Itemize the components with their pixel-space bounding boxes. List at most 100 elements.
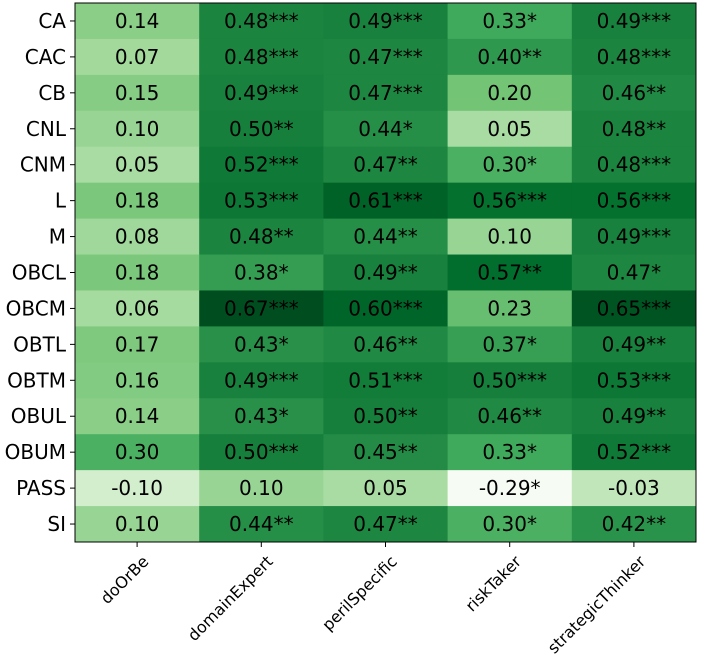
heatmap-cell-OBCL-riskTaker	[447, 254, 573, 291]
heatmap-cell-OBCM-perilSpecific	[323, 290, 449, 327]
heatmap-cell-CNL-riskTaker	[447, 110, 573, 148]
heatmap-cell-L-doOrBe	[75, 182, 200, 220]
x-tick-label-strategicThinker: strategicThinker	[544, 552, 650, 654]
cell-label-CA-domainExpert: 0.48***	[224, 9, 299, 33]
heatmap-cell-OBCL-doOrBe	[75, 254, 200, 291]
heatmap-cell-M-riskTaker	[447, 218, 573, 256]
cell-label-OBUM-strategicThinker: 0.52***	[597, 440, 672, 464]
heatmap-cell-CB-perilSpecific	[323, 74, 449, 112]
cell-label-OBTM-perilSpecific: 0.51***	[348, 368, 423, 392]
heatmap-cell-OBUM-perilSpecific	[323, 434, 449, 471]
cell-label-OBTL-domainExpert: 0.43*	[234, 332, 289, 356]
y-tick-label-OBCM: OBCM	[6, 296, 66, 320]
y-axis: CA CAC CB CNL CNM LM OBCL OBCM OBTL OBTM OBUL OBUM P…	[5, 9, 75, 536]
y-tick-label-OBUM: OBUM	[5, 440, 66, 464]
cell-label-OBCL-doOrBe: 0.18	[115, 261, 160, 285]
cell-label-OBCM-domainExpert: 0.67***	[224, 296, 299, 320]
heatmap-cell-OBTM-perilSpecific	[323, 362, 449, 399]
cell-label-OBTM-riskTaker: 0.50***	[472, 368, 547, 392]
cell-label-L-perilSpecific: 0.61***	[348, 189, 423, 213]
cell-label-OBTM-doOrBe: 0.16	[115, 368, 160, 392]
cell-label-L-doOrBe: 0.18	[115, 189, 160, 213]
cell-label-PASS-doOrBe: -0.10	[111, 476, 163, 500]
cell-label-CNM-domainExpert: 0.52***	[224, 153, 299, 177]
heatmap-cell-OBUM-doOrBe	[75, 434, 200, 471]
heatmap-cell-CAC-perilSpecific	[323, 38, 449, 76]
cell-label-OBTM-strategicThinker: 0.53***	[597, 368, 672, 392]
heatmap-cell-OBUM-domainExpert	[199, 434, 324, 471]
heatmap-cell-M-domainExpert	[199, 218, 324, 256]
cell-label-CA-strategicThinker: 0.49***	[597, 9, 672, 33]
y-tick-label-PASS: PASS	[16, 476, 66, 500]
cell-label-CNL-doOrBe: 0.10	[115, 117, 160, 141]
heatmap-cell-L-strategicThinker	[571, 182, 697, 220]
y-tick-label-OBTL: OBTL	[13, 332, 67, 356]
heatmap-cell-SI-riskTaker	[447, 506, 573, 543]
heatmap-cell-CA-domainExpert	[199, 3, 324, 40]
cell-label-OBTM-domainExpert: 0.49***	[224, 368, 299, 392]
cell-label-M-perilSpecific: 0.44**	[353, 225, 418, 249]
cell-label-OBTL-strategicThinker: 0.49**	[602, 332, 667, 356]
heatmap-cell-OBUM-riskTaker	[447, 434, 573, 471]
cell-label-L-strategicThinker: 0.56***	[597, 189, 672, 213]
cell-label-SI-riskTaker: 0.30*	[482, 512, 537, 536]
heatmap-cell-PASS-domainExpert	[199, 470, 324, 507]
cell-label-CA-perilSpecific: 0.49***	[348, 9, 423, 33]
cell-label-OBCL-domainExpert: 0.38*	[234, 261, 289, 285]
heatmap-cell-OBTM-riskTaker	[447, 362, 573, 399]
heatmap-cell-OBUL-strategicThinker	[571, 398, 697, 435]
heatmap-cell-OBCM-doOrBe	[75, 290, 200, 327]
cell-label-CA-doOrBe: 0.14	[115, 9, 160, 33]
cell-label-CNL-perilSpecific: 0.44*	[358, 117, 413, 141]
cell-label-CNM-perilSpecific: 0.47**	[353, 153, 418, 177]
cell-label-OBUM-perilSpecific: 0.45**	[353, 440, 418, 464]
y-tick-label-L: L	[55, 189, 67, 213]
heatmap-cell-OBTM-domainExpert	[199, 362, 324, 399]
x-axis: doOrBe domainExpert perilSpecific riskTaker…	[97, 542, 650, 654]
cell-label-CB-perilSpecific: 0.47***	[348, 81, 423, 105]
heatmap-cell-M-perilSpecific	[323, 218, 449, 256]
heatmap-cell-CB-domainExpert	[199, 74, 324, 112]
heatmap-cell-CNM-doOrBe	[75, 146, 200, 184]
cell-label-OBTL-doOrBe: 0.17	[115, 332, 160, 356]
heatmap-cell-OBTL-riskTaker	[447, 326, 573, 363]
heatmap-cell-L-perilSpecific	[323, 182, 449, 220]
heatmap-cell-OBTL-strategicThinker	[571, 326, 697, 363]
cell-label-OBUL-strategicThinker: 0.49**	[602, 404, 667, 428]
heatmap-cell-OBCM-riskTaker	[447, 290, 573, 327]
cell-label-CNL-strategicThinker: 0.48**	[602, 117, 667, 141]
cell-label-CA-riskTaker: 0.33*	[482, 9, 537, 33]
cell-label-SI-domainExpert: 0.44**	[229, 512, 294, 536]
cell-label-SI-perilSpecific: 0.47**	[353, 512, 418, 536]
heatmap-cell-OBTM-strategicThinker	[571, 362, 697, 399]
heatmap-cell-M-doOrBe	[75, 218, 200, 256]
cell-label-CAC-perilSpecific: 0.47***	[348, 45, 423, 69]
cell-label-OBTL-perilSpecific: 0.46**	[353, 332, 418, 356]
heatmap-cell-OBTL-domainExpert	[199, 326, 324, 363]
heatmap-cell-CAC-doOrBe	[75, 38, 200, 76]
heatmap-cell-OBUL-doOrBe	[75, 398, 200, 435]
heatmap-cell-OBCL-domainExpert	[199, 254, 324, 291]
heatmap-cell-CNM-perilSpecific	[323, 146, 449, 184]
heatmap-cell-CA-perilSpecific	[323, 3, 449, 40]
heatmap-cell-OBTL-perilSpecific	[323, 326, 449, 363]
x-tick-label-riskTaker: riskTaker	[462, 552, 526, 616]
heatmap-cell-OBCL-strategicThinker	[571, 254, 697, 291]
heatmap-cell-OBTM-doOrBe	[75, 362, 200, 399]
cell-label-CNM-riskTaker: 0.30*	[482, 153, 537, 177]
heatmap-cell-OBCM-domainExpert	[199, 290, 324, 327]
cell-label-OBUM-doOrBe: 0.30	[115, 440, 160, 464]
cell-label-CB-strategicThinker: 0.46**	[602, 81, 667, 105]
heatmap-cell-CNL-perilSpecific	[323, 110, 449, 148]
heatmap-cell-CA-doOrBe	[75, 3, 200, 40]
heatmap-cell-CAC-riskTaker	[447, 38, 573, 76]
cell-label-OBCM-strategicThinker: 0.65***	[597, 296, 672, 320]
y-tick-label-CNL: CNL	[26, 117, 67, 141]
cell-label-OBCL-strategicThinker: 0.47*	[607, 261, 662, 285]
cell-label-M-riskTaker: 0.10	[487, 225, 532, 249]
y-tick-label-CA: CA	[38, 9, 66, 33]
cell-label-CB-domainExpert: 0.49***	[224, 81, 299, 105]
heatmap-cell-CNM-riskTaker	[447, 146, 573, 184]
heatmap-cell-CA-riskTaker	[447, 3, 573, 40]
